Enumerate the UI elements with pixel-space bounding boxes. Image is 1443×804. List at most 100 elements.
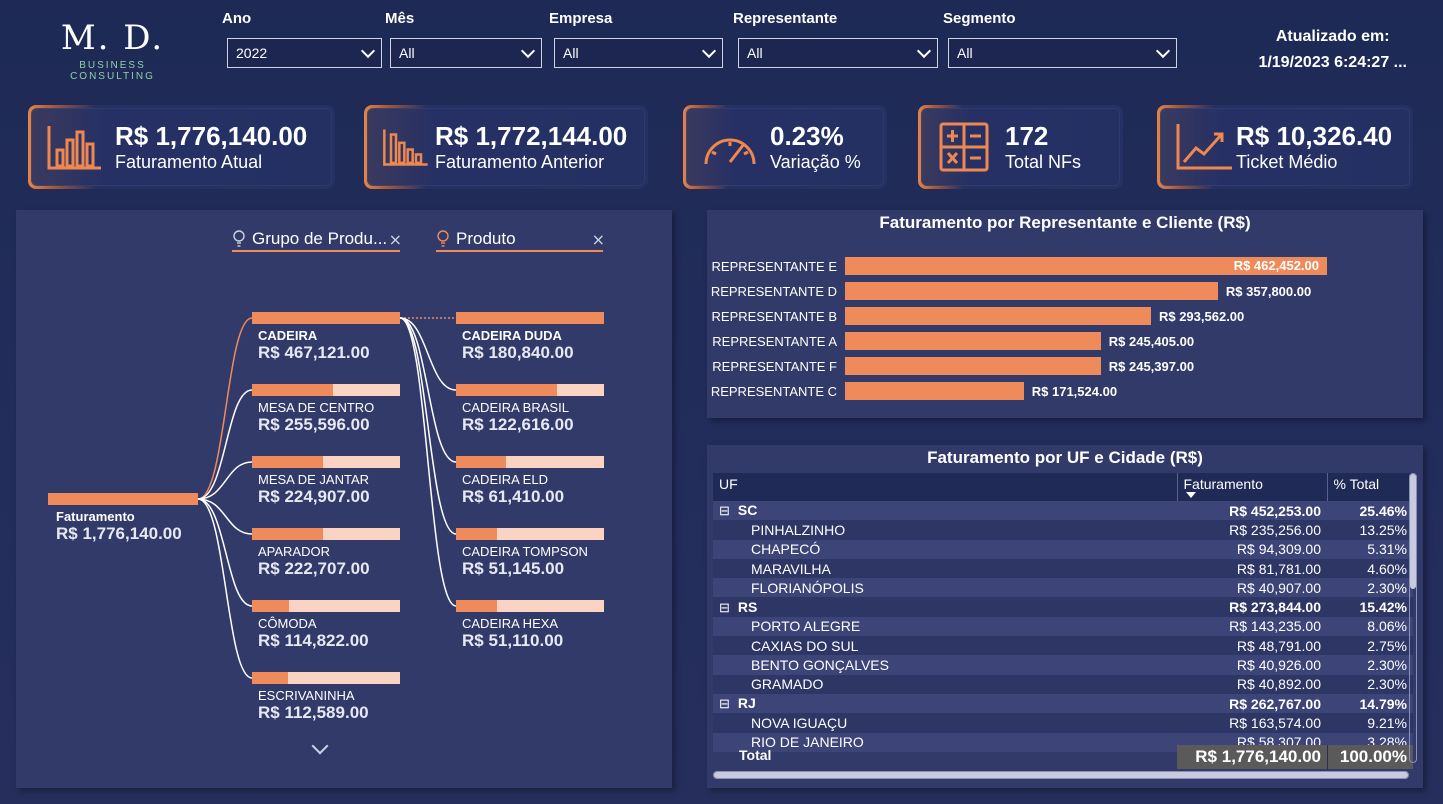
table-row[interactable]: PORTO ALEGRE R$ 143,235.00 8.06% bbox=[713, 616, 1413, 637]
table-row[interactable]: CHAPECÓ R$ 94,309.00 5.31% bbox=[713, 539, 1413, 559]
tree-node[interactable]: APARADOR R$ 222,707.00 bbox=[252, 528, 400, 579]
table-row[interactable]: NOVA IGUAÇU R$ 163,574.00 9.21% bbox=[713, 713, 1413, 733]
cell-text: CHAPECÓ bbox=[751, 541, 821, 558]
scrollbar-thumb[interactable] bbox=[1410, 474, 1416, 589]
table-title: Faturamento por UF e Cidade (R$) bbox=[927, 448, 1203, 467]
logo-subtitle: BUSINESS CONSULTING bbox=[70, 60, 155, 82]
node-name: CADEIRA TOMPSON bbox=[462, 544, 588, 559]
node-name: CADEIRA BRASIL bbox=[462, 400, 569, 415]
dropdown-value: 2022 bbox=[236, 45, 268, 61]
cell-text: PORTO ALEGRE bbox=[751, 618, 861, 635]
node-bar bbox=[252, 456, 400, 468]
table-row[interactable]: ⊟ SC R$ 452,253.00 25.46% bbox=[713, 501, 1413, 521]
tree-node[interactable]: CADEIRA HEXA R$ 51,110.00 bbox=[456, 600, 604, 651]
node-name: CADEIRA DUDA bbox=[462, 328, 562, 343]
horizontal-scrollbar[interactable] bbox=[713, 771, 1409, 779]
tree-node[interactable]: CADEIRA DUDA R$ 180,840.00 bbox=[456, 312, 604, 363]
bar-data-label: R$ 245,397.00 bbox=[1108, 358, 1195, 374]
cell-pct: 5.31% bbox=[1327, 539, 1413, 559]
bar-row[interactable]: REPRESENTANTE D R$ 357,800.00 bbox=[707, 281, 1311, 301]
bar[interactable] bbox=[845, 307, 1151, 325]
node-bar-fill bbox=[456, 312, 604, 324]
dropdown-value: All bbox=[957, 45, 973, 61]
node-value: R$ 255,596.00 bbox=[258, 415, 370, 434]
mes-dropdown[interactable]: All bbox=[390, 38, 542, 68]
filter-segmento: Segmento All bbox=[943, 10, 1177, 68]
node-bar bbox=[456, 456, 604, 468]
cell-uf: ⊟ SC bbox=[713, 501, 1177, 521]
node-bar bbox=[456, 600, 604, 612]
table-row[interactable]: MARAVILHA R$ 81,781.00 4.60% bbox=[713, 558, 1413, 579]
bar-row[interactable]: REPRESENTANTE B R$ 293,562.00 bbox=[707, 306, 1244, 326]
bar[interactable] bbox=[845, 282, 1218, 300]
node-bar bbox=[252, 528, 400, 540]
table-row[interactable]: CAXIAS DO SUL R$ 48,791.00 2.75% bbox=[713, 636, 1413, 656]
table-row[interactable]: PINHALZINHO R$ 235,256.00 13.25% bbox=[713, 520, 1413, 540]
node-bar bbox=[456, 528, 604, 540]
tree-node[interactable]: MESA DE JANTAR R$ 224,907.00 bbox=[252, 456, 400, 507]
kpi-label: Ticket Médio bbox=[1236, 152, 1338, 172]
bar-row[interactable]: REPRESENTANTE F R$ 245,397.00 bbox=[707, 356, 1194, 376]
table-panel: Faturamento por UF e Cidade (R$) UF Fatu… bbox=[707, 445, 1423, 788]
cell-faturamento: R$ 273,844.00 bbox=[1177, 597, 1327, 617]
bar-row[interactable]: REPRESENTANTE A R$ 245,405.00 bbox=[707, 331, 1194, 351]
table-row[interactable]: ⊟ RS R$ 273,844.00 15.42% bbox=[713, 597, 1413, 617]
collapse-icon[interactable]: ⊟ bbox=[719, 599, 730, 615]
kpi-ticket-medio: R$ 10,326.40 Ticket Médio bbox=[1157, 105, 1413, 189]
bar-row[interactable]: REPRESENTANTE E R$ 462,452.00 bbox=[707, 256, 1327, 276]
bar[interactable] bbox=[845, 382, 1024, 400]
node-bar-fill bbox=[456, 600, 498, 612]
cell-text: RS bbox=[737, 598, 758, 615]
close-icon[interactable]: × bbox=[591, 229, 605, 249]
node-value: R$ 61,410.00 bbox=[462, 487, 565, 506]
vertical-scrollbar[interactable] bbox=[1409, 473, 1417, 763]
cell-text: BENTO GONÇALVES bbox=[751, 657, 889, 674]
node-bar-fill bbox=[252, 312, 400, 324]
bar-data-label: R$ 171,524.00 bbox=[1031, 383, 1118, 399]
filter-empresa: Empresa All bbox=[549, 10, 723, 68]
representante-dropdown[interactable]: All bbox=[738, 38, 938, 68]
cell-uf: MARAVILHA bbox=[713, 558, 1177, 579]
node-value: R$ 180,840.00 bbox=[462, 343, 574, 362]
cell-text: FLORIANÓPOLIS bbox=[751, 579, 864, 596]
node-value: R$ 222,707.00 bbox=[258, 559, 370, 578]
tree-node[interactable]: CADEIRA ELD R$ 61,410.00 bbox=[456, 456, 604, 507]
total-value: R$ 1,776,140.00 bbox=[1177, 745, 1327, 769]
cell-uf: CHAPECÓ bbox=[713, 539, 1177, 559]
cell-pct: 2.30% bbox=[1327, 655, 1413, 675]
tree-node[interactable]: CÔMODA R$ 114,822.00 bbox=[252, 600, 400, 651]
collapse-icon[interactable]: ⊟ bbox=[719, 696, 730, 712]
cell-pct: 14.79% bbox=[1327, 693, 1413, 714]
cell-pct: 9.21% bbox=[1327, 713, 1413, 733]
table-body: ⊟ SC R$ 452,253.00 25.46% PINHALZINHO R$ 235,… bbox=[713, 501, 1413, 771]
close-icon[interactable]: × bbox=[388, 229, 402, 249]
tree-root-node[interactable]: Faturamento R$ 1,776,140.00 bbox=[48, 493, 198, 544]
scrollbar-thumb[interactable] bbox=[714, 772, 1408, 778]
bar[interactable]: R$ 462,452.00 bbox=[845, 257, 1327, 275]
collapse-icon[interactable]: ⊟ bbox=[719, 503, 730, 519]
tree-node[interactable]: ESCRIVANINHA R$ 112,589.00 bbox=[252, 672, 400, 723]
segmento-dropdown[interactable]: All bbox=[948, 38, 1177, 68]
node-name: CÔMODA bbox=[258, 616, 317, 631]
tree-node[interactable]: CADEIRA BRASIL R$ 122,616.00 bbox=[456, 384, 604, 435]
table-row[interactable]: ⊟ RJ R$ 262,767.00 14.79% bbox=[713, 693, 1413, 714]
cell-uf: RIO DE JANEIRO bbox=[713, 732, 1177, 752]
bar[interactable] bbox=[845, 332, 1101, 350]
column-header-faturamento[interactable]: Faturamento bbox=[1177, 473, 1328, 501]
node-bar-fill bbox=[456, 456, 507, 468]
tree-node[interactable]: CADEIRA R$ 467,121.00 bbox=[252, 312, 400, 363]
table-row[interactable]: BENTO GONÇALVES R$ 40,926.00 2.30% bbox=[713, 655, 1413, 675]
node-bar bbox=[252, 312, 400, 324]
cell-faturamento: R$ 81,781.00 bbox=[1177, 558, 1327, 579]
bar-row[interactable]: REPRESENTANTE C R$ 171,524.00 bbox=[707, 381, 1117, 401]
tree-node[interactable]: MESA DE CENTRO R$ 255,596.00 bbox=[252, 384, 400, 435]
empresa-dropdown[interactable]: All bbox=[554, 38, 723, 68]
chevron-down-icon bbox=[1155, 43, 1171, 58]
ano-dropdown[interactable]: 2022 bbox=[227, 38, 382, 68]
column-header-pct[interactable]: % Total bbox=[1327, 473, 1413, 501]
bar[interactable] bbox=[845, 357, 1101, 375]
column-header-uf[interactable]: UF bbox=[713, 473, 1178, 501]
table-row[interactable]: GRAMADO R$ 40,892.00 2.30% bbox=[713, 674, 1413, 694]
tree-node[interactable]: CADEIRA TOMPSON R$ 51,145.00 bbox=[456, 528, 604, 579]
table-row[interactable]: FLORIANÓPOLIS R$ 40,907.00 2.30% bbox=[713, 578, 1413, 598]
